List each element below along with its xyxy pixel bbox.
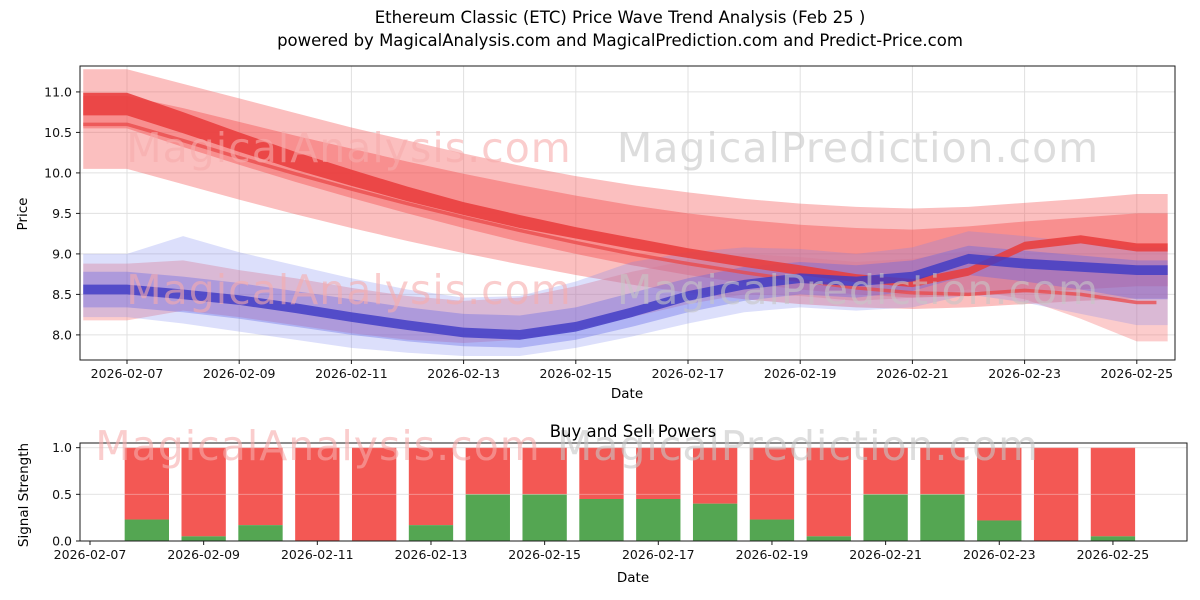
power-x-tick-label: 2026-02-25 [1077, 547, 1150, 562]
power-x-tick-label: 2026-02-15 [508, 547, 581, 562]
sell-power-bar [806, 447, 851, 537]
buy-power-bar [408, 525, 454, 541]
power-chart-bars [80, 447, 1187, 541]
power-x-tick-label: 2026-02-23 [963, 547, 1036, 562]
sell-power-bar [863, 447, 908, 495]
buy-power-bar [692, 503, 738, 541]
buy-power-bar [181, 536, 226, 541]
power-y-tick-label: 1.0 [52, 440, 72, 455]
buy-power-bar [636, 499, 681, 541]
power-x-axis-label: Date [616, 570, 650, 586]
power-x-tick-label: 2026-02-17 [622, 547, 695, 562]
power-y-tick-label: 0.5 [52, 487, 72, 502]
sell-power-bar [579, 447, 624, 499]
price-y-tick-label: 11.0 [44, 84, 72, 99]
buy-power-bar [1090, 536, 1136, 541]
power-chart-axes: 2026-02-07 2026-02-09 2026-02-11 2026-02-13… [52, 440, 1149, 562]
sell-power-bar [920, 447, 965, 495]
price-y-axis-label: Price [15, 197, 31, 231]
sell-power-bar [636, 447, 681, 499]
sell-power-bar [1090, 447, 1136, 537]
buy-power-bar [806, 536, 851, 541]
watermark-magicalanalysis: MagicalAnalysis.com [126, 266, 572, 314]
power-chart-title: Buy and Sell Powers [549, 422, 717, 441]
sell-power-bar [692, 447, 738, 504]
buy-wave-outer-band [83, 231, 1168, 356]
sell-power-bar [977, 447, 1022, 521]
price-y-tick-label: 10.5 [44, 125, 72, 140]
page-title: Ethereum Classic (ETC) Price Wave Trend … [374, 8, 866, 27]
power-x-tick-label: 2026-02-11 [281, 547, 354, 562]
buy-power-bar [465, 494, 510, 541]
power-x-tick-label: 2026-02-07 [54, 547, 127, 562]
price-x-tick-label: 2026-02-13 [427, 366, 500, 381]
price-x-tick-label: 2026-02-07 [91, 366, 164, 381]
watermark-magicalprediction: MagicalPrediction.com [556, 422, 1040, 470]
sell-wave-inner-band [83, 95, 1168, 298]
sell-power-bar [465, 447, 510, 495]
buy-power-bar [124, 519, 169, 541]
price-chart-series [83, 69, 1168, 356]
watermark-magicalprediction: MagicalPrediction.com [616, 124, 1100, 172]
watermark-magicalprediction: MagicalPrediction.com [616, 266, 1100, 314]
sell-power-bar [124, 447, 169, 520]
sell-wave-outer-band [83, 69, 1168, 309]
buy-trend-line [83, 253, 1168, 340]
sell-secondary-trend-line [83, 122, 1157, 305]
buy-power-bar [977, 520, 1022, 541]
price-x-tick-label: 2026-02-11 [315, 366, 388, 381]
watermark-magicalanalysis: MagicalAnalysis.com [126, 124, 572, 172]
buy-power-bar [522, 494, 567, 541]
buy-power-bar [238, 525, 283, 541]
buy-power-bar [579, 499, 624, 541]
sell-power-bar [295, 447, 340, 541]
buy-power-bar [749, 519, 795, 541]
sell-power-bar [238, 447, 283, 526]
price-x-tick-label: 2026-02-09 [203, 366, 276, 381]
price-x-tick-label: 2026-02-19 [764, 366, 837, 381]
price-y-tick-label: 8.0 [52, 327, 72, 342]
price-y-tick-label: 10.0 [44, 165, 72, 180]
sell-power-bar [522, 447, 567, 495]
power-x-tick-label: 2026-02-21 [849, 547, 922, 562]
price-chart-axes: 2026-02-07 2026-02-09 2026-02-11 2026-02-13… [44, 84, 1173, 381]
sell-power-bar [351, 447, 397, 541]
price-y-tick-label: 8.5 [52, 287, 72, 302]
sell-power-bar [408, 447, 454, 526]
sell-power-bar [181, 447, 226, 537]
power-x-tick-label: 2026-02-09 [167, 547, 240, 562]
price-y-tick-label: 9.5 [52, 206, 72, 221]
buy-power-bar [863, 494, 908, 541]
price-y-tick-label: 9.0 [52, 246, 72, 261]
watermark-magicalanalysis: MagicalAnalysis.com [95, 422, 541, 470]
price-x-tick-label: 2026-02-15 [539, 366, 612, 381]
price-x-tick-label: 2026-02-25 [1100, 366, 1173, 381]
price-x-tick-label: 2026-02-17 [652, 366, 725, 381]
sell-power-bar [1033, 447, 1079, 541]
power-x-tick-label: 2026-02-19 [736, 547, 809, 562]
price-x-tick-label: 2026-02-21 [876, 366, 949, 381]
power-x-tick-label: 2026-02-13 [395, 547, 468, 562]
power-y-tick-label: 0.0 [52, 534, 72, 549]
sell-power-bar [749, 447, 795, 520]
buy-power-bar [920, 494, 965, 541]
power-chart-frame [79, 442, 1188, 542]
power-y-axis-label: Signal Strength [16, 442, 32, 548]
price-x-tick-label: 2026-02-23 [988, 366, 1061, 381]
page-subtitle: powered by MagicalAnalysis.com and Magic… [277, 31, 963, 50]
price-x-axis-label: Date [610, 386, 644, 402]
